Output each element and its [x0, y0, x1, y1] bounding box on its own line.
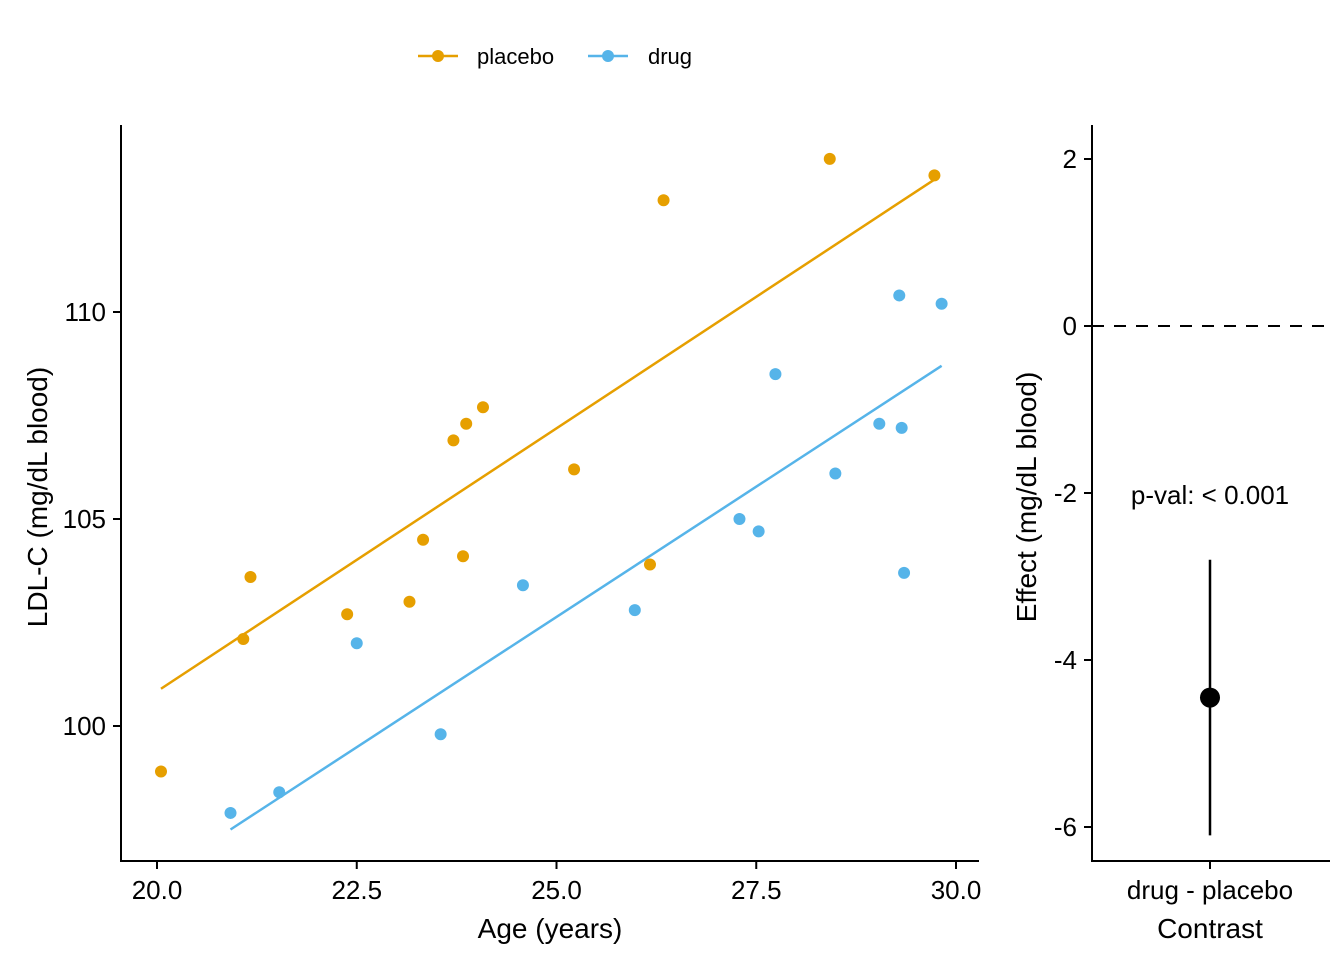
- drug-point: [752, 525, 765, 538]
- placebo-point: [237, 633, 250, 646]
- contrast-panel: 2 0 -2 -4 -6 drug - placebo Contrast Effect …: [1011, 125, 1330, 944]
- effect-estimate-point: [1200, 687, 1220, 708]
- y-tick-label: 2: [1063, 144, 1077, 174]
- placebo-point: [154, 765, 167, 778]
- drug-point: [769, 368, 782, 381]
- placebo-point: [568, 463, 581, 476]
- drug-point: [895, 421, 908, 434]
- drug-point: [350, 637, 363, 650]
- placebo-point: [476, 401, 489, 414]
- y-tick-label: -6: [1054, 812, 1077, 842]
- x-axis-title: Contrast: [1157, 913, 1263, 944]
- placebo-point: [244, 570, 257, 583]
- y-tick-label: 0: [1063, 311, 1077, 341]
- drug-point: [733, 513, 746, 525]
- y-tick-label: 105: [63, 504, 106, 534]
- placebo-point: [457, 550, 470, 563]
- drug-point: [898, 566, 911, 579]
- x-tick-label: 30.0: [931, 875, 982, 905]
- placebo-point: [657, 194, 670, 207]
- placebo-point: [341, 608, 354, 621]
- x-tick-label: 22.5: [331, 875, 382, 905]
- placebo-legend-marker: [432, 50, 444, 62]
- y-tick-label: 110: [65, 297, 106, 327]
- drug-legend-marker: [602, 50, 614, 62]
- drug-point: [829, 467, 842, 480]
- drug-point: [628, 604, 641, 617]
- drug-point: [434, 728, 447, 741]
- drug-legend-label: drug: [648, 44, 692, 69]
- placebo-fit-line: [160, 178, 936, 690]
- x-tick-label: 20.0: [132, 875, 183, 905]
- placebo-legend-label: placebo: [477, 44, 554, 69]
- y-axis-title: LDL-C (mg/dL blood): [22, 367, 53, 627]
- placebo-point: [460, 417, 473, 430]
- legend: placebo drug: [418, 44, 692, 69]
- y-ticks: 2 0 -2 -4 -6: [1054, 144, 1092, 842]
- drug-point: [516, 579, 529, 592]
- drug-point: [224, 806, 237, 819]
- drug-fit-line: [229, 364, 943, 831]
- p-value-annotation: p-val: < 0.001: [1131, 480, 1289, 510]
- drug-point: [873, 417, 886, 430]
- drug-point: [273, 786, 286, 799]
- y-tick-label: -4: [1054, 645, 1077, 675]
- data-points: [154, 152, 948, 819]
- placebo-point: [643, 558, 656, 571]
- placebo-point: [928, 169, 941, 182]
- x-axis-title: Age (years): [478, 913, 623, 944]
- drug-point: [893, 289, 906, 302]
- placebo-point: [823, 152, 836, 165]
- fit-lines: [160, 178, 943, 831]
- ldl-vs-age-panel: 100 105 110 20.0 22.5 25.0 27.5 30.0 Age (year…: [22, 125, 981, 944]
- x-ticks: 20.0 22.5 25.0 27.5 30.0: [132, 861, 982, 905]
- y-tick-label: -2: [1054, 478, 1077, 508]
- x-tick-label: 27.5: [731, 875, 782, 905]
- y-ticks: 100 105 110: [63, 297, 121, 741]
- y-axis-title: Effect (mg/dL blood): [1011, 372, 1042, 623]
- drug-point: [935, 297, 948, 310]
- x-tick-label: 25.0: [531, 875, 582, 905]
- x-tick-label: drug - placebo: [1127, 875, 1293, 905]
- y-tick-label: 100: [63, 711, 106, 741]
- placebo-point: [403, 595, 416, 608]
- placebo-point: [447, 434, 460, 447]
- placebo-point: [417, 533, 430, 546]
